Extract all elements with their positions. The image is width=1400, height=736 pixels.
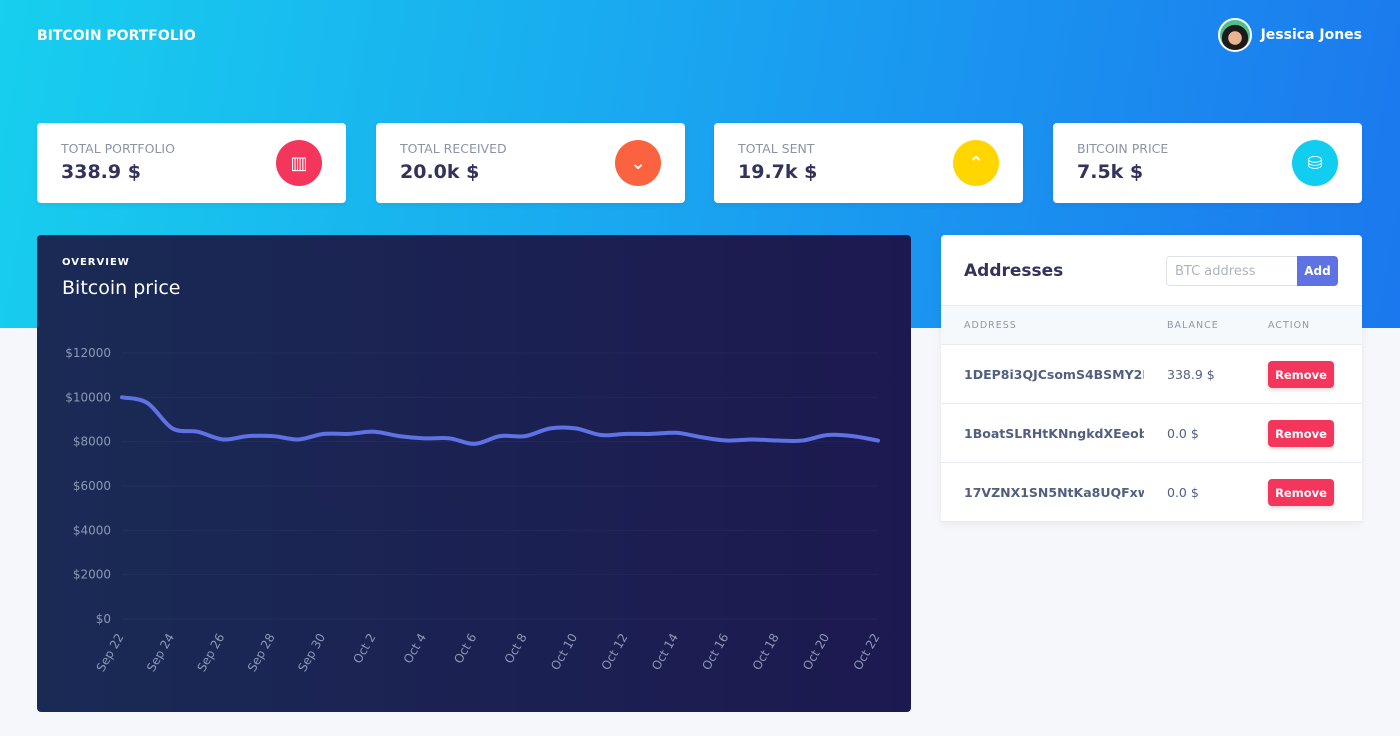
y-tick-label: $10000 — [65, 390, 111, 404]
x-tick-label: Oct 22 — [851, 631, 883, 673]
y-tick-label: $0 — [96, 612, 111, 626]
table-header: ADDRESS BALANCE ACTION — [941, 305, 1362, 345]
y-tick-label: $6000 — [73, 479, 111, 493]
stat-value: 338.9 $ — [61, 161, 141, 183]
btc-address-input[interactable] — [1166, 256, 1298, 286]
x-tick-label: Oct 4 — [401, 631, 429, 666]
stat-card-1: TOTAL RECEIVED 20.0k $ ⌄ — [376, 123, 685, 203]
chevron-up-icon: ⌃ — [953, 140, 999, 186]
address-cell: 1BoatSLRHtKNngkdXEeobR76 — [964, 426, 1144, 441]
y-tick-label: $12000 — [65, 346, 111, 360]
avatar — [1217, 18, 1252, 52]
table-row: 1DEP8i3QJCsomS4BSMY2RpU 338.9 $ Remove — [941, 345, 1362, 404]
y-tick-label: $2000 — [73, 568, 111, 582]
address-cell: 1DEP8i3QJCsomS4BSMY2RpU — [964, 367, 1144, 382]
x-tick-label: Sep 22 — [94, 631, 127, 674]
x-tick-label: Oct 6 — [451, 631, 479, 666]
address-cell: 17VZNX1SN5NtKa8UQFxwQbFeFc3iqRYhem — [964, 485, 1144, 500]
stat-card-3: BITCOIN PRICE 7.5k $ ⛁ — [1053, 123, 1362, 203]
stat-value: 7.5k $ — [1077, 161, 1144, 183]
x-tick-label: Oct 8 — [502, 631, 530, 666]
column-balance: BALANCE — [1167, 320, 1219, 331]
remove-button[interactable]: Remove — [1268, 361, 1334, 388]
stat-card-0: TOTAL PORTFOLIO 338.9 $ ▥ — [37, 123, 346, 203]
coins-icon: ⛁ — [1292, 140, 1338, 186]
add-address-button[interactable]: Add — [1297, 256, 1338, 286]
user-name: Jessica Jones — [1260, 27, 1362, 43]
balance-cell: 0.0 $ — [1167, 426, 1199, 441]
stat-card-2: TOTAL SENT 19.7k $ ⌃ — [714, 123, 1023, 203]
x-tick-label: Oct 20 — [800, 631, 832, 673]
bitcoin-price-chart: OVERVIEW Bitcoin price $0 $2000 $4000 $6000… — [37, 235, 911, 712]
bar-chart-icon: ▥ — [276, 140, 322, 186]
chart-svg: $0 $2000 $4000 $6000 $8000 $10000 $12000 Sep 22… — [65, 346, 883, 674]
stat-label: TOTAL PORTFOLIO — [61, 141, 175, 156]
table-row: 17VZNX1SN5NtKa8UQFxwQbFeFc3iqRYhem 0.0 $… — [941, 463, 1362, 522]
user-menu[interactable]: Jessica Jones — [1217, 18, 1362, 52]
chart-overline: OVERVIEW — [62, 257, 130, 268]
column-address: ADDRESS — [964, 320, 1017, 331]
remove-button[interactable]: Remove — [1268, 420, 1334, 447]
x-tick-label: Sep 30 — [295, 631, 328, 674]
table-row: 1BoatSLRHtKNngkdXEeobR76 0.0 $ Remove — [941, 404, 1362, 463]
stat-label: BITCOIN PRICE — [1077, 141, 1169, 156]
x-tick-label: Oct 2 — [350, 631, 378, 666]
x-tick-label: Oct 10 — [548, 631, 580, 673]
column-action: ACTION — [1268, 320, 1311, 331]
x-tick-label: Oct 12 — [599, 631, 631, 673]
x-tick-label: Sep 26 — [194, 631, 227, 674]
stat-value: 19.7k $ — [738, 161, 818, 183]
x-tick-label: Sep 24 — [144, 631, 177, 674]
remove-button[interactable]: Remove — [1268, 479, 1334, 506]
addresses-panel: Addresses Add ADDRESS BALANCE ACTION 1DE… — [941, 235, 1362, 522]
stat-value: 20.0k $ — [400, 161, 480, 183]
stat-label: TOTAL RECEIVED — [400, 141, 507, 156]
stat-label: TOTAL SENT — [738, 141, 815, 156]
x-tick-label: Sep 28 — [245, 631, 278, 674]
chart-title: Bitcoin price — [62, 277, 181, 299]
price-line — [120, 395, 880, 446]
brand-title[interactable]: BITCOIN PORTFOLIO — [37, 28, 196, 44]
chevron-down-icon: ⌄ — [615, 140, 661, 186]
addresses-title: Addresses — [964, 261, 1064, 281]
x-tick-label: Oct 14 — [649, 631, 681, 673]
balance-cell: 0.0 $ — [1167, 485, 1199, 500]
y-tick-label: $4000 — [73, 523, 111, 537]
x-tick-label: Oct 16 — [699, 631, 731, 673]
y-tick-label: $8000 — [73, 435, 111, 449]
x-tick-label: Oct 18 — [750, 631, 782, 673]
balance-cell: 338.9 $ — [1167, 367, 1215, 382]
